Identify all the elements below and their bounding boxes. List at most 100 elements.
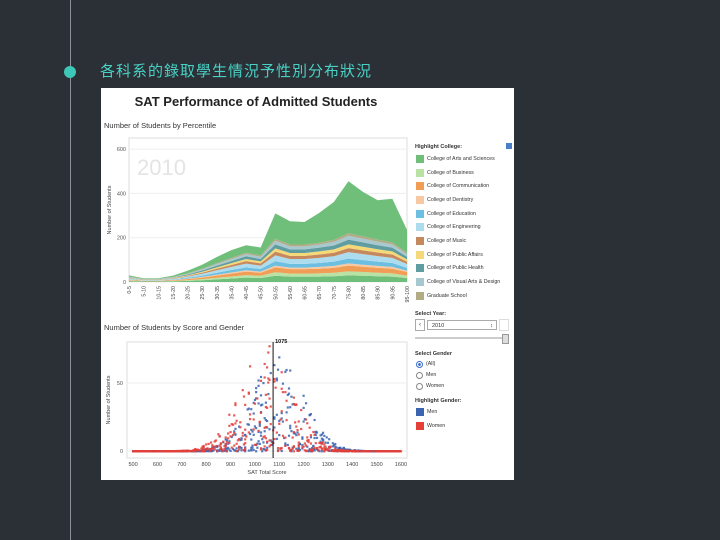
college-legend-item[interactable]: College of Business: [413, 166, 513, 180]
legend-label: College of Business: [427, 169, 474, 176]
college-legend-item[interactable]: College of Engineering: [413, 220, 513, 234]
scatter-point: [267, 377, 270, 380]
scatter-point: [267, 351, 270, 354]
scatter-point: [169, 450, 173, 453]
scatter-point: [302, 394, 305, 397]
gender-radio[interactable]: Women: [413, 381, 513, 392]
scatter-point: [280, 410, 283, 413]
year-slider-handle[interactable]: [502, 333, 509, 344]
scatter-point: [242, 443, 246, 446]
year-prev-icon[interactable]: ‹: [415, 318, 425, 331]
year-next-icon[interactable]: [499, 318, 509, 331]
scatter-point: [218, 444, 221, 447]
scatter-point: [225, 447, 229, 450]
scatter-point: [278, 422, 281, 425]
scatter-point: [263, 362, 266, 366]
scatter-point: [263, 376, 266, 379]
college-legend-item[interactable]: College of Music: [413, 234, 513, 248]
scatter-point: [339, 449, 342, 452]
radio-circle[interactable]: [416, 371, 423, 379]
x-tick-label: 50-55: [273, 286, 279, 300]
scatter-point: [270, 443, 274, 447]
gender-legend-item[interactable]: Men: [413, 406, 513, 420]
scatter-point: [234, 433, 237, 436]
college-legend-item[interactable]: College of Arts and Sciences: [413, 152, 513, 166]
scatter-point: [208, 449, 211, 452]
scatter-point: [139, 450, 142, 453]
scatter-point: [250, 428, 253, 431]
scatter-point: [235, 419, 238, 422]
scatter-point: [231, 447, 235, 451]
edit-icon[interactable]: [506, 143, 512, 149]
scatter-point: [312, 444, 315, 448]
college-legend-item[interactable]: College of Dentistry: [413, 193, 513, 207]
scatter-point: [227, 432, 230, 435]
college-legend-item[interactable]: Graduate School: [413, 289, 513, 303]
scatter-point: [273, 417, 276, 420]
scatter-point: [201, 448, 204, 451]
college-legend-item[interactable]: College of Visual Arts & Design: [413, 275, 513, 289]
scatter-point: [273, 438, 276, 441]
scatter-point: [206, 449, 209, 452]
legend-label: College of Arts and Sciences: [427, 155, 495, 162]
scatter-point: [242, 395, 246, 398]
scatter-point: [297, 443, 300, 447]
scatter-point: [206, 448, 209, 451]
scatter-point: [182, 449, 185, 453]
top-chart-title: Number of Students by Percentile: [104, 121, 217, 130]
area-series: [129, 271, 407, 282]
scatter-point: [214, 439, 218, 442]
scatter-point: [275, 377, 278, 380]
scatter-point: [262, 441, 265, 444]
legend-label: College of Dentistry: [427, 196, 474, 203]
college-legend-item[interactable]: College of Public Affairs: [413, 248, 513, 262]
year-select[interactable]: 2010 ↕: [427, 319, 497, 330]
scatter-point: [135, 450, 138, 453]
gender-legend-item[interactable]: Women: [413, 419, 513, 433]
college-legend: College of Arts and Sciences College of B…: [413, 152, 513, 303]
scatter-point: [253, 443, 257, 446]
scatter-point: [279, 448, 282, 451]
scatter-point: [261, 403, 264, 406]
radio-circle[interactable]: [416, 360, 423, 368]
scatter-point: [331, 442, 334, 445]
college-legend-item[interactable]: College of Communication: [413, 179, 513, 193]
scatter-point: [257, 379, 260, 382]
x-tick-label: 90-95: [390, 286, 396, 300]
scatter-point: [312, 448, 315, 451]
scatter-point: [234, 422, 237, 425]
scatter-point: [228, 440, 231, 443]
scatter-point: [291, 436, 294, 439]
scatter-point: [323, 446, 326, 449]
scatter-point: [136, 450, 140, 453]
gender-radio[interactable]: Men: [413, 370, 513, 381]
scatter-point: [157, 450, 160, 453]
scatter-point: [375, 450, 378, 453]
scatter-point: [263, 417, 266, 420]
scatter-point: [284, 442, 287, 445]
scatter-point: [320, 448, 323, 451]
college-legend-item[interactable]: College of Public Health: [413, 262, 513, 276]
gender-radio-group: (All) Men Women: [413, 359, 513, 392]
scatter-point: [167, 450, 170, 453]
scatter-point: [281, 391, 285, 394]
college-legend-item[interactable]: College of Education: [413, 207, 513, 221]
scatter-point: [278, 356, 281, 359]
year-slider[interactable]: [415, 333, 511, 344]
scatter-point: [396, 450, 399, 453]
scatter-point: [264, 425, 267, 429]
scatter-point: [281, 420, 285, 423]
scatter-point: [261, 438, 264, 441]
gender-legend: Men Women: [413, 406, 513, 433]
scatter-point: [217, 433, 220, 436]
scatter-point: [238, 448, 241, 451]
gender-radio[interactable]: (All): [413, 359, 513, 370]
x-tick-label: 70-75: [332, 286, 338, 300]
scatter-point: [172, 450, 175, 453]
scatter-point: [251, 430, 254, 433]
highlight-college-label: Highlight College:: [415, 144, 463, 150]
scatter-point: [292, 432, 295, 435]
scatter-point: [224, 445, 227, 448]
radio-circle[interactable]: [416, 382, 423, 390]
scatter-point: [149, 450, 152, 453]
